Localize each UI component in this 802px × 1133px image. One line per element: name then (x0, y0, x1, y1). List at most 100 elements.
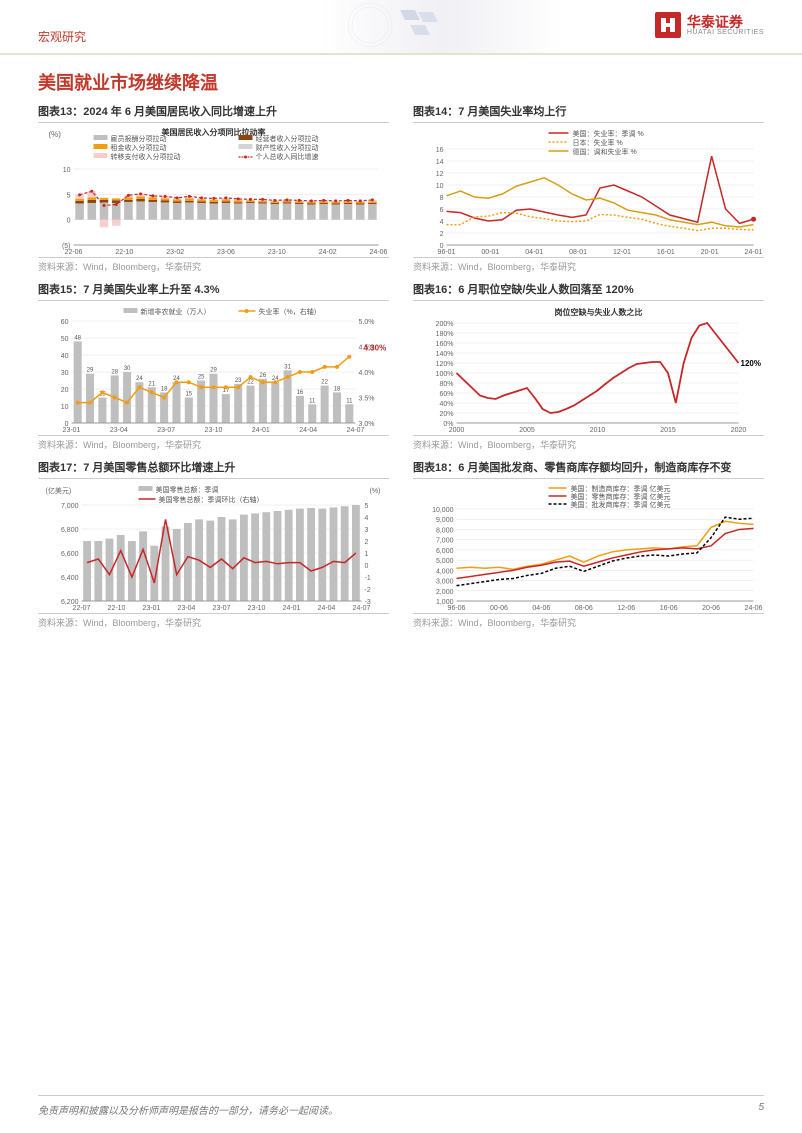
svg-text:美国零售总额：季调: 美国零售总额：季调 (156, 485, 219, 494)
svg-text:-1: -1 (365, 575, 371, 582)
svg-text:24-01: 24-01 (745, 249, 763, 255)
svg-text:日本：失业率 %: 日本：失业率 % (573, 138, 623, 147)
svg-text:08-01: 08-01 (569, 249, 587, 255)
svg-text:转移支付收入分项拉动: 转移支付收入分项拉动 (111, 152, 181, 161)
svg-text:美国：批发商库存：季调 亿美元: 美国：批发商库存：季调 亿美元 (571, 500, 671, 509)
svg-text:5: 5 (67, 192, 71, 199)
svg-text:24-02: 24-02 (319, 249, 337, 255)
svg-text:180%: 180% (436, 331, 454, 338)
svg-text:(%): (%) (49, 130, 62, 139)
svg-text:12: 12 (436, 171, 444, 178)
footer-page-number: 5 (758, 1102, 764, 1117)
svg-text:20-06: 20-06 (702, 605, 720, 611)
svg-text:24-01: 24-01 (283, 605, 301, 611)
svg-text:29: 29 (210, 368, 217, 374)
svg-text:3,000: 3,000 (436, 579, 454, 586)
svg-text:9,000: 9,000 (436, 517, 454, 524)
svg-text:2000: 2000 (449, 427, 465, 433)
chart-15-title: 图表15：7 月美国失业率上升至 4.3% (38, 281, 389, 301)
svg-text:60%: 60% (439, 391, 453, 398)
svg-text:16-06: 16-06 (660, 605, 678, 611)
svg-text:23-04: 23-04 (178, 605, 196, 611)
svg-text:0: 0 (67, 218, 71, 225)
svg-text:6,600: 6,600 (61, 551, 79, 558)
svg-text:22: 22 (247, 380, 254, 386)
svg-text:24: 24 (136, 376, 143, 382)
svg-text:8,000: 8,000 (436, 527, 454, 534)
header-decoration (300, 0, 500, 50)
svg-text:(%): (%) (370, 488, 381, 495)
svg-text:16: 16 (297, 390, 304, 396)
svg-text:德国：调和失业率 %: 德国：调和失业率 % (573, 147, 637, 156)
logo-text-en: HUATAI SECURITIES (687, 29, 764, 36)
svg-text:2015: 2015 (660, 427, 676, 433)
svg-text:失业率（%，右轴）: 失业率（%，右轴） (259, 307, 321, 316)
svg-text:24-01: 24-01 (252, 427, 270, 433)
chart-grid: 图表13：2024 年 6 月美国居民收入同比增速上升 (%)美国居民收入分项同… (0, 103, 802, 629)
chart-18-title: 图表18：6 月美国批发商、零售商库存额均回升，制造商库存不变 (413, 459, 764, 479)
footer: 免责声明和披露以及分析师声明是报告的一部分，请务必一起阅读。 5 (38, 1095, 764, 1117)
svg-text:5: 5 (365, 503, 369, 510)
svg-text:10,000: 10,000 (432, 507, 454, 514)
chart-13-title: 图表13：2024 年 6 月美国居民收入同比增速上升 (38, 103, 389, 123)
svg-text:雇员报酬分项拉动: 雇员报酬分项拉动 (111, 134, 167, 143)
footer-disclaimer: 免责声明和披露以及分析师声明是报告的一部分，请务必一起阅读。 (38, 1102, 338, 1117)
svg-text:2: 2 (440, 231, 444, 238)
svg-text:美国零售总额：季调环比（右轴）: 美国零售总额：季调环比（右轴） (159, 495, 264, 504)
svg-text:22-10: 22-10 (108, 605, 126, 611)
svg-text:财产性收入分项拉动: 财产性收入分项拉动 (256, 143, 319, 152)
svg-text:11: 11 (309, 398, 316, 404)
svg-text:28: 28 (111, 369, 118, 375)
svg-text:00-06: 00-06 (490, 605, 508, 611)
svg-text:100%: 100% (436, 371, 454, 378)
svg-text:120%: 120% (741, 359, 761, 368)
chart-13-source: 资料来源：Wind，Bloomberg，华泰研究 (38, 257, 389, 273)
svg-text:10: 10 (436, 183, 444, 190)
chart-16-title: 图表16：6 月职位空缺/失业人数回落至 120% (413, 281, 764, 301)
chart-18-source: 资料来源：Wind，Bloomberg，华泰研究 (413, 613, 764, 629)
svg-text:22: 22 (321, 380, 328, 386)
svg-text:新增非农就业（万人）: 新增非农就业（万人） (141, 307, 211, 316)
svg-text:个人总收入同比增速: 个人总收入同比增速 (256, 152, 319, 161)
svg-text:200%: 200% (436, 321, 454, 328)
svg-text:20: 20 (61, 387, 69, 394)
svg-text:租金收入分项拉动: 租金收入分项拉动 (111, 143, 167, 152)
svg-text:4.0%: 4.0% (359, 370, 375, 377)
svg-text:24-06: 24-06 (370, 249, 388, 255)
svg-text:2,000: 2,000 (436, 589, 454, 596)
svg-text:40: 40 (61, 353, 69, 360)
svg-text:12-01: 12-01 (613, 249, 631, 255)
chart-14: 图表14：7 月美国失业率均上行 美国：失业率：季调 %日本：失业率 %德国：调… (413, 103, 764, 273)
svg-text:7,000: 7,000 (61, 503, 79, 510)
chart-13: 图表13：2024 年 6 月美国居民收入同比增速上升 (%)美国居民收入分项同… (38, 103, 389, 273)
svg-text:23-04: 23-04 (110, 427, 128, 433)
svg-text:23-07: 23-07 (157, 427, 175, 433)
page-header: 宏观研究 华泰证券 HUATAI SECURITIES (0, 0, 802, 55)
svg-text:23-10: 23-10 (268, 249, 286, 255)
svg-text:4: 4 (440, 219, 444, 226)
svg-text:16-01: 16-01 (657, 249, 675, 255)
svg-text:3.5%: 3.5% (359, 396, 375, 403)
svg-text:00-01: 00-01 (481, 249, 499, 255)
svg-text:-2: -2 (365, 587, 371, 594)
svg-text:12-06: 12-06 (617, 605, 635, 611)
svg-text:26: 26 (260, 373, 267, 379)
svg-text:140%: 140% (436, 351, 454, 358)
svg-text:10: 10 (63, 167, 71, 174)
svg-text:24-07: 24-07 (347, 427, 365, 433)
svg-text:50: 50 (61, 336, 69, 343)
svg-text:20-01: 20-01 (701, 249, 719, 255)
svg-text:40%: 40% (439, 401, 453, 408)
svg-text:96-06: 96-06 (448, 605, 466, 611)
svg-text:23-01: 23-01 (143, 605, 161, 611)
svg-text:美国：制造商库存：季调 亿美元: 美国：制造商库存：季调 亿美元 (571, 484, 671, 493)
svg-text:(亿美元): (亿美元) (46, 486, 72, 495)
svg-text:22-06: 22-06 (65, 249, 83, 255)
svg-text:4: 4 (365, 515, 369, 522)
chart-14-source: 资料来源：Wind，Bloomberg，华泰研究 (413, 257, 764, 273)
svg-text:31: 31 (284, 364, 291, 370)
chart-14-title: 图表14：7 月美国失业率均上行 (413, 103, 764, 123)
svg-text:4,000: 4,000 (436, 568, 454, 575)
svg-text:04-01: 04-01 (525, 249, 543, 255)
chart-17: 图表17：7 月美国零售总额环比增速上升 (亿美元)(%)美国零售总额：季调美国… (38, 459, 389, 629)
